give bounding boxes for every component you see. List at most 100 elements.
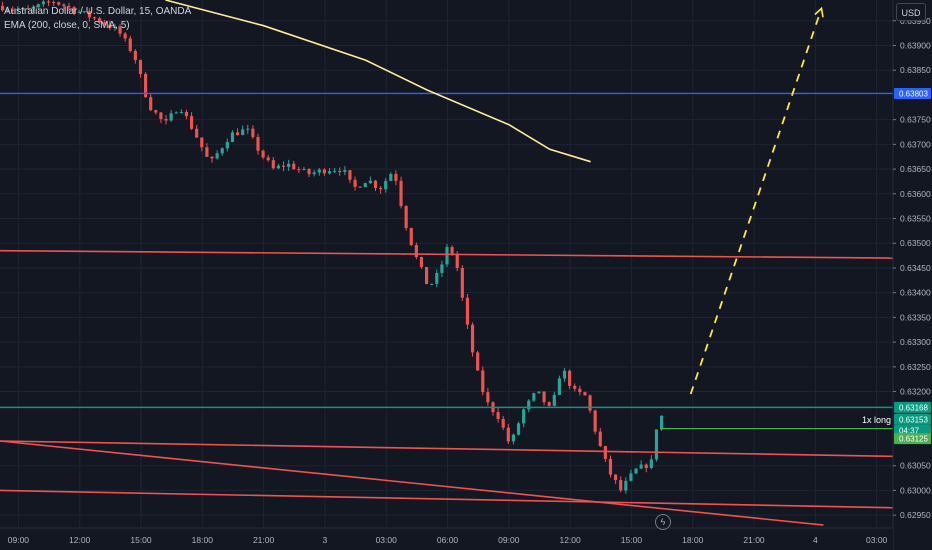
symbol-title[interactable]: Australian Dollar / U.S. Dollar, 15, OAN… (4, 6, 192, 17)
price-tag: 0.63803 (894, 87, 931, 99)
candle-down (573, 385, 577, 389)
candle-down (593, 410, 597, 432)
time-tick-label: 4 (813, 535, 818, 545)
time-tick-label: 18:00 (192, 535, 214, 545)
candle-down (133, 50, 137, 61)
candle-down (195, 128, 199, 138)
price-tick-label: 0.63250 (900, 362, 931, 372)
red-line-0.6347 (0, 249, 894, 259)
candle-down (608, 458, 613, 475)
candle-down (322, 169, 326, 174)
price-tick-label: 0.63500 (900, 238, 931, 248)
price-tag: 04:37 (894, 424, 931, 436)
candle-down (210, 156, 214, 159)
candle-down (52, 1, 56, 3)
time-tick-label: 09:00 (8, 535, 30, 545)
candle-up (624, 480, 628, 491)
candle-down (603, 446, 607, 459)
indicator-title[interactable]: EMA (200, close, 0, SMA, 5) (4, 20, 130, 31)
candle-down (256, 136, 260, 151)
candle-down (568, 370, 572, 386)
time-axis (0, 528, 893, 550)
candle-down (72, 7, 76, 13)
candle-down (57, 2, 61, 5)
red-line-0.6309 (0, 440, 894, 458)
price-tick-label: 0.63700 (900, 139, 931, 149)
candle-down (123, 33, 127, 39)
currency-button[interactable]: USD (896, 3, 926, 21)
lightning-icon[interactable]: ϟ (655, 514, 671, 530)
candle-up (384, 180, 388, 190)
price-tag-bg (894, 87, 931, 99)
candle-down (358, 186, 362, 188)
candle-down (271, 160, 275, 169)
position-label[interactable]: 1x long (862, 415, 892, 425)
candle-down (67, 6, 71, 8)
candle-up (77, 11, 81, 13)
candle-up (312, 172, 316, 175)
candle-down (542, 391, 546, 403)
candle-down (159, 112, 163, 119)
candle-down (501, 419, 505, 428)
candle-down (399, 180, 403, 207)
candle-down (26, 8, 30, 10)
time-tick-label: 3 (323, 535, 328, 545)
candle-up (21, 8, 25, 10)
candle-up (241, 129, 245, 136)
candle-down (189, 116, 194, 129)
candle-up (557, 378, 561, 395)
candle-up (511, 434, 516, 442)
price-tick-label: 0.63600 (900, 189, 931, 199)
candle-down (424, 267, 429, 285)
price-tick-label: 0.63750 (900, 115, 931, 125)
candle-down (87, 11, 91, 18)
time-tick-label: 09:00 (498, 535, 520, 545)
candle-down (614, 474, 618, 481)
candle-down (292, 163, 296, 170)
candle-up (343, 170, 347, 173)
ema200-line (165, 0, 591, 163)
price-tag-bg (894, 413, 931, 425)
candle-down (205, 147, 209, 157)
candle-down (281, 165, 286, 167)
candle-down (149, 97, 153, 111)
candle-down (46, 1, 51, 3)
candle-down (338, 170, 342, 173)
candle-up (174, 112, 178, 114)
time-tick-label: 03:00 (866, 535, 888, 545)
candle-up (333, 170, 337, 172)
candle-down (261, 150, 265, 158)
candle-up (430, 283, 434, 285)
candle-down (460, 267, 464, 298)
candle-down (266, 157, 270, 161)
candle-down (200, 137, 204, 148)
candle-down (598, 431, 602, 447)
candle-up (552, 394, 556, 406)
candle-down (348, 170, 352, 180)
time-tick-label: 12:00 (559, 535, 581, 545)
candle-down (465, 297, 470, 325)
candle-down (470, 324, 475, 353)
price-tick-label: 0.63350 (900, 312, 931, 322)
candle-down (62, 4, 66, 7)
candle-up (634, 468, 638, 474)
candle-down (481, 370, 485, 393)
candle-up (179, 111, 183, 113)
candle-up (649, 459, 653, 469)
candle-up (220, 148, 224, 154)
candle-down (138, 60, 143, 74)
grid (0, 0, 893, 528)
candle-up (225, 142, 229, 149)
candle-down (307, 168, 311, 175)
candle-down (496, 412, 500, 420)
candle-up (6, 9, 10, 11)
candle-down (486, 392, 490, 403)
price-tag-bg (894, 401, 931, 413)
candle-up (113, 26, 117, 29)
candle-down (164, 118, 168, 121)
candle-down (353, 179, 357, 187)
candle-down (251, 128, 255, 137)
candle-down (103, 22, 107, 25)
